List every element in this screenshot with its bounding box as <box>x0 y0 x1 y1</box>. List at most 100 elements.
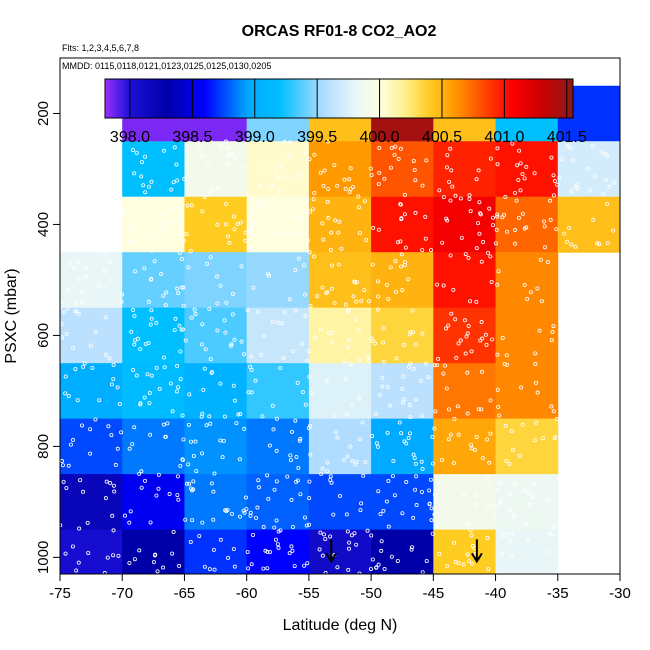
sample-marker <box>242 165 247 170</box>
sample-marker <box>74 309 79 314</box>
sample-marker <box>562 231 567 236</box>
sample-marker <box>412 456 417 461</box>
sample-marker <box>215 186 220 191</box>
sample-marker <box>152 259 157 264</box>
sample-marker <box>157 386 162 391</box>
sample-marker <box>311 197 316 202</box>
sample-marker <box>524 225 529 230</box>
heatmap-cell <box>371 196 434 253</box>
sample-marker <box>407 332 412 337</box>
sample-marker <box>177 250 182 255</box>
sample-marker <box>248 196 253 201</box>
sample-marker <box>379 548 384 553</box>
sample-marker <box>376 181 381 186</box>
sample-marker <box>513 241 518 246</box>
heatmap-cell <box>433 252 497 309</box>
sample-marker <box>495 387 500 392</box>
sample-marker <box>88 343 93 348</box>
sample-marker <box>73 302 78 307</box>
sample-marker <box>132 313 137 318</box>
sample-marker <box>172 145 177 150</box>
sample-marker <box>399 431 404 436</box>
sample-marker <box>322 532 327 537</box>
colorbar-tick-label-1: 398.5 <box>172 129 212 146</box>
sample-marker <box>322 168 327 173</box>
heatmap-cell <box>122 196 185 253</box>
heatmap-cells <box>60 85 620 574</box>
sample-marker <box>345 454 350 459</box>
sample-marker <box>65 306 70 311</box>
heatmap-cell <box>308 196 372 253</box>
sample-marker <box>331 512 336 517</box>
heatmap-cell <box>495 363 559 420</box>
sample-marker <box>112 489 117 494</box>
sample-marker <box>413 487 418 492</box>
sample-marker <box>131 367 136 372</box>
sample-marker <box>404 480 409 485</box>
sample-marker <box>244 507 249 512</box>
sample-marker <box>272 525 277 530</box>
sample-marker <box>127 446 132 451</box>
sample-marker <box>515 163 520 168</box>
sample-marker <box>465 331 470 336</box>
sample-marker <box>312 254 317 259</box>
sample-marker <box>294 454 299 459</box>
sample-marker <box>300 390 305 395</box>
sample-marker <box>80 423 85 428</box>
sample-marker <box>129 329 134 334</box>
sample-marker <box>346 567 351 572</box>
sample-marker <box>232 398 237 403</box>
sample-marker <box>76 560 81 565</box>
sample-marker <box>325 469 330 474</box>
sample-marker <box>516 216 521 221</box>
sample-marker <box>505 362 510 367</box>
sample-marker <box>146 184 151 189</box>
sample-marker <box>93 417 98 422</box>
sample-marker <box>97 398 102 403</box>
sample-marker <box>215 328 220 333</box>
sample-marker <box>209 140 214 145</box>
sample-marker <box>509 531 514 536</box>
sample-marker <box>354 280 359 285</box>
sample-marker <box>117 401 122 406</box>
sample-marker <box>111 376 116 381</box>
sample-marker <box>90 365 95 370</box>
sample-marker <box>386 297 391 302</box>
sample-marker <box>323 536 328 541</box>
sample-marker <box>209 187 214 192</box>
sample-marker <box>370 557 375 562</box>
sample-marker <box>567 226 572 231</box>
sample-marker <box>71 346 76 351</box>
sample-marker <box>189 439 194 444</box>
sample-marker <box>328 474 333 479</box>
sample-marker <box>545 497 550 502</box>
sample-marker <box>504 353 509 358</box>
sample-marker <box>154 320 159 325</box>
sample-marker <box>64 485 69 490</box>
sample-marker <box>432 492 437 497</box>
sample-marker <box>388 403 393 408</box>
sample-marker <box>60 299 64 304</box>
sample-marker <box>154 365 159 370</box>
sample-marker <box>381 326 386 331</box>
sample-marker <box>303 313 308 318</box>
sample-marker <box>443 326 448 331</box>
sample-marker <box>270 403 275 408</box>
sample-marker <box>282 140 287 145</box>
sample-marker <box>194 469 199 474</box>
sample-marker <box>450 184 455 189</box>
arrow-head-1 <box>471 552 483 564</box>
sample-marker <box>575 186 580 191</box>
sample-marker <box>176 205 181 210</box>
sample-marker <box>352 279 357 284</box>
sample-marker <box>251 533 256 538</box>
sample-marker <box>496 269 501 274</box>
sample-marker <box>298 436 303 441</box>
sample-marker <box>188 540 193 545</box>
sample-marker <box>374 441 379 446</box>
sample-marker <box>167 492 172 497</box>
heatmap-cell <box>433 363 497 420</box>
sample-marker <box>453 317 458 322</box>
sample-marker <box>113 462 118 467</box>
heatmap-cell <box>184 418 248 475</box>
